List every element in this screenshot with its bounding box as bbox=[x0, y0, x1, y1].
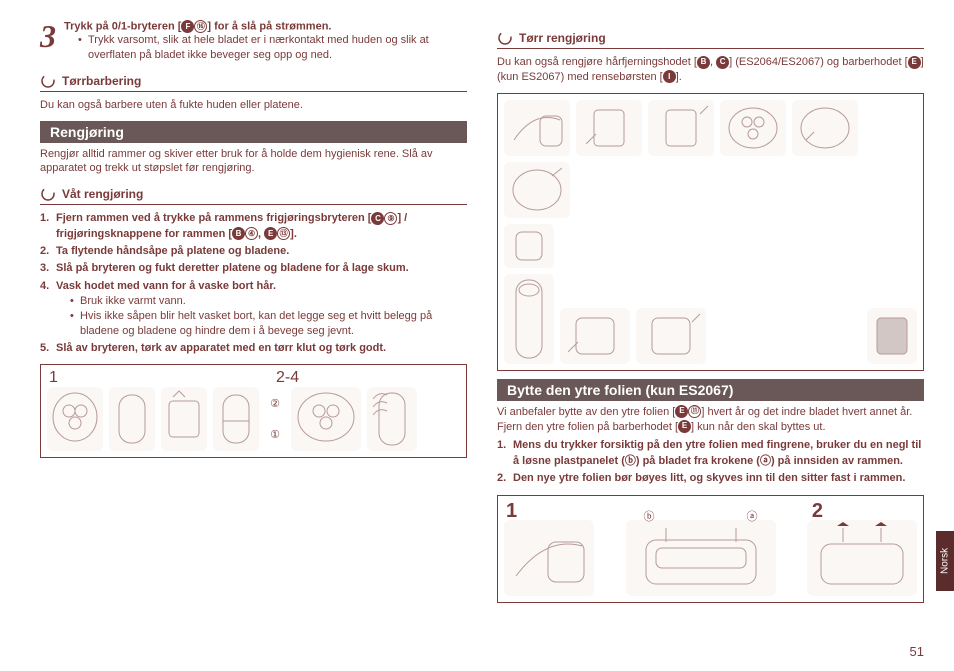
step-notes: Trykk varsomt, slik at hele bladet er i … bbox=[78, 33, 467, 63]
illustration bbox=[504, 162, 570, 218]
illustration bbox=[47, 387, 103, 451]
illustration bbox=[291, 387, 361, 451]
subheading-dry-clean: Tørr rengjøring bbox=[497, 30, 924, 49]
list-item: Ta flytende håndsåpe på platene og blade… bbox=[40, 244, 467, 259]
subheading-wet-clean: Våt rengjøring bbox=[40, 186, 467, 205]
wet-clean-steps: Fjern rammen ved å trykke på rammens fri… bbox=[40, 211, 467, 356]
step-title: Trykk på 0/1-bryteren [F⑯] for å slå på … bbox=[64, 20, 467, 33]
illustration bbox=[867, 308, 917, 364]
list-item: Den nye ytre folien bør bøyes litt, og s… bbox=[497, 471, 924, 486]
subheading-dry-shave: Tørrbarbering bbox=[40, 73, 467, 92]
illustration bbox=[720, 100, 786, 156]
step-3: 3 Trykk på 0/1-bryteren [F⑯] for å slå p… bbox=[40, 20, 467, 63]
figure-left: 1 2-4 ② ① bbox=[40, 364, 467, 458]
language-tab: Norsk bbox=[936, 531, 954, 591]
list-item: Vask hodet med vann for å vaske bort hår… bbox=[40, 279, 467, 339]
arc-icon bbox=[40, 186, 56, 202]
heading-replace-foil: Bytte den ytre folien (kun ES2067) bbox=[497, 379, 924, 401]
illustration bbox=[648, 100, 714, 156]
illustration bbox=[636, 308, 706, 364]
illustration bbox=[109, 387, 155, 451]
marker: ① bbox=[265, 428, 285, 441]
cleaning-body: Rengjør alltid rammer og skiver etter br… bbox=[40, 147, 467, 177]
list-item: Fjern rammen ved å trykke på rammens fri… bbox=[40, 211, 467, 242]
dry-shave-body: Du kan også barbere uten å fukte huden e… bbox=[40, 98, 467, 113]
illustration bbox=[576, 100, 642, 156]
right-column: Tørr rengjøring Du kan også rengjøre hår… bbox=[497, 20, 924, 603]
list-item: Slå av bryteren, tørk av apparatet med e… bbox=[40, 341, 467, 356]
figure-replace: 1 2 ⓑ ⓐ bbox=[497, 495, 924, 603]
marker: ② bbox=[265, 397, 285, 410]
marker: ⓑ bbox=[644, 508, 655, 524]
replace-foil-steps: Mens du trykker forsiktig på den ytre fo… bbox=[497, 438, 924, 486]
fig-label: 1 bbox=[506, 500, 517, 523]
illustration bbox=[213, 387, 259, 451]
illustration bbox=[504, 224, 554, 268]
arc-icon bbox=[40, 73, 56, 89]
replace-foil-body: Vi anbefaler bytte av den ytre folien [E… bbox=[497, 405, 924, 435]
illustration bbox=[504, 274, 554, 364]
page-number: 51 bbox=[910, 644, 924, 659]
list-item: Slå på bryteren og fukt deretter platene… bbox=[40, 261, 467, 276]
heading-cleaning: Rengjøring bbox=[40, 121, 467, 143]
illustration bbox=[504, 520, 594, 596]
fig-label: 2 bbox=[812, 500, 823, 523]
illustration bbox=[161, 387, 207, 451]
left-column: 3 Trykk på 0/1-bryteren [F⑯] for å slå p… bbox=[40, 20, 467, 603]
illustration bbox=[807, 520, 917, 596]
arc-icon bbox=[497, 30, 513, 46]
illustration bbox=[792, 100, 858, 156]
illustration bbox=[626, 520, 776, 596]
figure-dry-clean bbox=[497, 93, 924, 371]
dry-clean-body: Du kan også rengjøre hårfjerningshodet [… bbox=[497, 55, 924, 85]
illustration bbox=[560, 308, 630, 364]
illustration bbox=[504, 100, 570, 156]
step-number: 3 bbox=[40, 20, 56, 63]
marker: ⓐ bbox=[747, 508, 758, 524]
fig-label: 2-4 bbox=[276, 369, 299, 387]
fig-label: 1 bbox=[49, 369, 58, 387]
list-item: Mens du trykker forsiktig på den ytre fo… bbox=[497, 438, 924, 469]
illustration bbox=[367, 387, 417, 451]
